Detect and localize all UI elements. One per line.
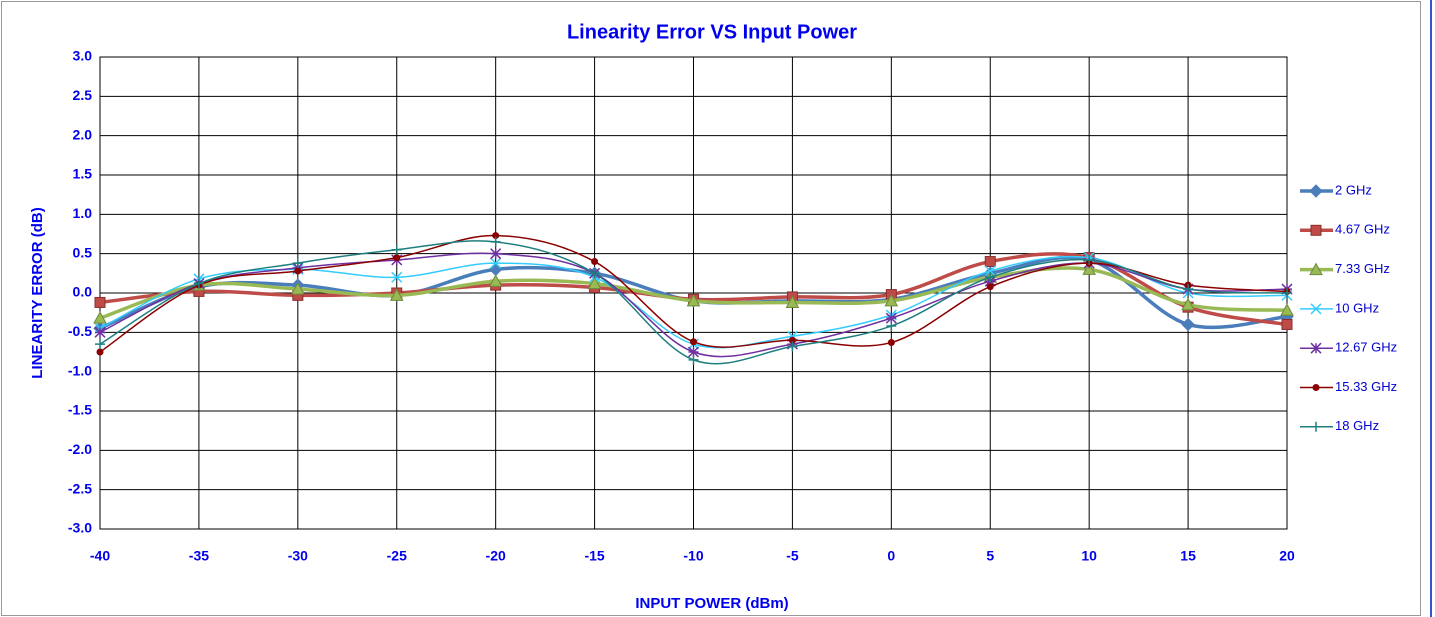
- chart-title: Linearity Error VS Input Power: [567, 21, 857, 43]
- data-point: [591, 258, 599, 266]
- y-tick-label: 0.0: [73, 284, 93, 300]
- data-point: [391, 271, 403, 283]
- y-tick-label: 1.0: [73, 205, 93, 221]
- data-point: [984, 265, 996, 277]
- data-point: [93, 311, 107, 324]
- x-tick-label: -35: [189, 548, 209, 564]
- legend-label: 2 GHz: [1335, 182, 1372, 197]
- x-tick-label: -15: [584, 548, 604, 564]
- data-point: [1181, 317, 1195, 332]
- legend-marker: [1310, 224, 1322, 236]
- x-tick-label: -40: [90, 548, 110, 564]
- data-point: [589, 268, 600, 279]
- legend-marker: [1310, 342, 1322, 354]
- x-tick-label: 15: [1180, 548, 1196, 564]
- legend-marker: [1312, 384, 1320, 391]
- x-tick-label: 0: [887, 548, 895, 564]
- x-axis-label: INPUT POWER (dBm): [635, 595, 788, 612]
- data-point: [686, 293, 701, 307]
- y-tick-label: -2.0: [68, 441, 92, 457]
- data-point: [1280, 303, 1294, 316]
- legend-label: 10 GHz: [1335, 300, 1379, 315]
- data-point: [1084, 254, 1095, 265]
- data-point: [687, 346, 700, 358]
- legend-marker: [1309, 184, 1323, 198]
- legend-label: 12.67 GHz: [1335, 340, 1397, 355]
- legend-label: 7.33 GHz: [1335, 261, 1390, 276]
- x-tick-label: 10: [1081, 548, 1097, 564]
- data-point: [887, 339, 895, 347]
- data-point: [884, 293, 899, 307]
- legend-label: 4.67 GHz: [1335, 222, 1390, 237]
- legend-label: 18 GHz: [1335, 418, 1379, 433]
- data-point: [885, 312, 897, 324]
- data-point: [94, 326, 106, 338]
- data-point: [292, 258, 303, 269]
- y-tick-label: 3.0: [73, 48, 93, 64]
- y-tick-label: 2.0: [73, 126, 93, 142]
- data-point: [1183, 284, 1194, 295]
- legend-marker: [1309, 262, 1323, 276]
- data-point: [290, 282, 305, 295]
- data-point: [788, 336, 796, 344]
- data-point: [488, 274, 503, 287]
- data-point: [490, 257, 502, 269]
- x-tick-label: 20: [1279, 548, 1295, 564]
- y-axis-label: LINEARITY ERROR (dB): [29, 207, 46, 378]
- data-point: [96, 348, 104, 356]
- data-point: [389, 288, 404, 301]
- data-point: [95, 339, 105, 350]
- y-tick-label: -1.5: [68, 402, 92, 418]
- data-point: [490, 248, 502, 260]
- data-point: [986, 283, 994, 291]
- data-point: [94, 296, 106, 308]
- data-point: [984, 256, 996, 268]
- y-tick-label: -2.5: [68, 480, 92, 496]
- y-tick-label: 1.5: [73, 166, 93, 182]
- legend-label: 15.33 GHz: [1335, 379, 1397, 394]
- x-tick-label: -5: [786, 548, 799, 564]
- data-point: [1282, 288, 1292, 298]
- data-point: [393, 254, 401, 262]
- data-point: [1281, 318, 1293, 330]
- data-point: [391, 244, 402, 255]
- x-tick-label: -30: [288, 548, 308, 564]
- data-point: [787, 341, 798, 352]
- data-point: [492, 232, 500, 240]
- data-point: [785, 295, 800, 308]
- data-point: [886, 321, 897, 332]
- data-point: [985, 272, 996, 283]
- data-point: [294, 267, 302, 275]
- x-tick-label: -10: [683, 548, 703, 564]
- y-tick-label: 2.5: [73, 87, 93, 103]
- x-tick-label: -20: [486, 548, 506, 564]
- x-tick-label: -25: [387, 548, 407, 564]
- y-tick-label: -0.5: [68, 323, 92, 339]
- y-tick-label: -3.0: [68, 520, 92, 536]
- y-tick-label: 0.5: [73, 244, 93, 260]
- data-point: [1082, 262, 1097, 275]
- data-point: [1181, 297, 1195, 311]
- legend-marker: [1310, 303, 1322, 315]
- y-tick-label: -1.0: [68, 362, 92, 378]
- data-point: [587, 276, 602, 290]
- data-point: [193, 278, 204, 289]
- data-point: [688, 354, 699, 365]
- data-point: [490, 236, 501, 247]
- data-point: [690, 338, 697, 346]
- x-tick-label: 5: [986, 548, 994, 564]
- legend-marker: [1311, 421, 1321, 432]
